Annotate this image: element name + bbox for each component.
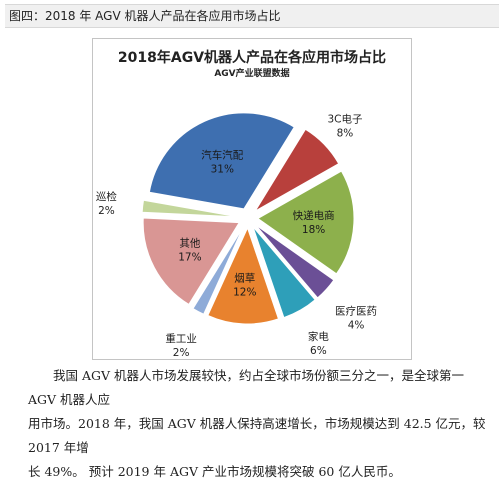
slice-label: 医疗医药: [335, 305, 377, 318]
chart-subtitle: AGV产业联盟数据: [214, 67, 289, 79]
slice-label: 其他: [179, 237, 200, 250]
slice-value-label: 2%: [173, 347, 190, 359]
paragraph-text-2: 用市场。2018 年，我国 AGV 机器人保持高速增长，市场规模达到 42.5 …: [28, 416, 486, 455]
pie-slice: [148, 112, 295, 210]
pie-slice: [252, 226, 316, 319]
pie-slice: [207, 226, 280, 325]
slice-value-label: 31%: [211, 164, 234, 176]
slice-label: 汽车汽配: [201, 149, 243, 162]
slice-value-label: 6%: [310, 345, 327, 357]
slice-value-label: 4%: [348, 320, 365, 332]
pie-slice: [254, 128, 340, 212]
slice-label: 快递电商: [293, 209, 335, 222]
pie-slice: [141, 199, 239, 218]
figure-caption: 图四：2018 年 AGV 机器人产品在各应用市场占比: [5, 4, 499, 28]
slice-label: 3C电子: [327, 112, 362, 125]
pie-slice: [192, 226, 244, 315]
paragraph-text-3: 长 49%。 预计 2019 年 AGV 产业市场规模将突破 60 亿人民币。: [28, 464, 401, 479]
slice-label: 家电: [308, 330, 329, 343]
pie-slice: [257, 170, 355, 275]
pie-chart: 2018年AGV机器人产品在各应用市场占比 AGV产业联盟数据 汽车汽配 31% 3…: [96, 49, 386, 359]
slice-value-label: 18%: [302, 224, 325, 236]
slice-label: 重工业: [165, 332, 197, 345]
paragraph-text-1: 我国 AGV 机器人市场发展较快，约占全球市场份额三分之一，是全球第一 AGV …: [28, 368, 464, 407]
paragraph-line: 我国 AGV 机器人市场发展较快，约占全球市场份额三分之一，是全球第一 AGV …: [28, 364, 494, 412]
chart-title: 2018年AGV机器人产品在各应用市场占比: [118, 49, 386, 66]
pie-slice: [255, 224, 335, 299]
slice-label: 巡检: [96, 190, 117, 203]
body-paragraph: 我国 AGV 机器人市场发展较快，约占全球市场份额三分之一，是全球第一 AGV …: [28, 364, 494, 484]
pie-slice: [142, 217, 241, 306]
slice-value-label: 8%: [337, 127, 354, 139]
slice-value-label: 12%: [233, 287, 256, 299]
slice-value-label: 17%: [178, 252, 201, 264]
slice-value-label: 2%: [98, 205, 115, 217]
slice-label: 烟草: [234, 272, 255, 285]
